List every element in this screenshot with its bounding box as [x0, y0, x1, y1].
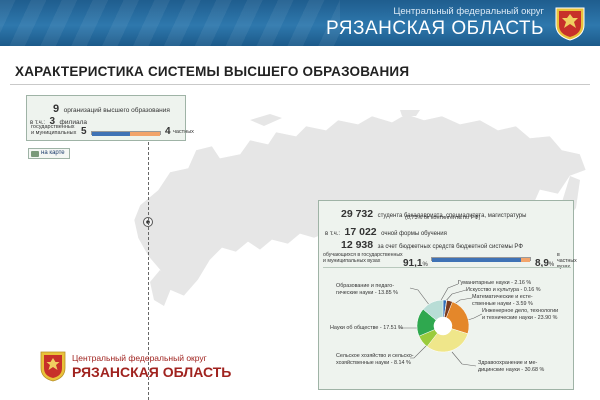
pie-label-social: Науки об обществе - 17.51 %: [330, 325, 403, 331]
students-total: 29 732: [341, 208, 374, 220]
pie-label-education-line1: Образование и педаго-: [336, 283, 395, 289]
pie-label-agriculture: Сельское хозяйство и сельско- хозяйствен…: [336, 353, 414, 366]
page-title: ХАРАКТЕРИСТИКА СИСТЕМЫ ВЫСШЕГО ОБРАЗОВАН…: [15, 64, 410, 79]
map-link-button[interactable]: на карте: [28, 148, 70, 159]
orgs-branches: 3: [49, 116, 56, 127]
orgs-state-fill: [92, 132, 130, 136]
students-fulltime-label: очной формы обучения: [381, 231, 447, 237]
orgs-private-label: частных: [173, 129, 194, 135]
pie-label-education: Образование и педаго- гические науки - 1…: [336, 283, 398, 296]
orgs-total-label: организаций высшего образования: [63, 107, 170, 114]
coat-of-arms-icon: [40, 351, 66, 382]
map-icon: [31, 151, 39, 157]
students-total-label: студента бакалавриата, специалитета, маг…: [377, 213, 527, 219]
coat-of-arms-icon: [555, 7, 585, 41]
footer-district: Центральный федеральный округ: [72, 353, 207, 363]
title-divider: [10, 84, 590, 85]
pie-center: [434, 317, 452, 335]
students-fulltime: 17 022: [344, 226, 377, 238]
students-state-fill: [432, 258, 522, 262]
students-state-label-1: обучающихся в государственных: [323, 252, 403, 258]
connector-line: [148, 142, 149, 400]
students-private-fill: [521, 258, 530, 262]
map-arctic-island-1: [250, 114, 282, 126]
pie-label-humanities: Гуманитарные науки - 2.16 %: [458, 280, 532, 286]
pie-label-math-line2: ственные науки - 3.59 %: [472, 300, 533, 307]
header-region: РЯЗАНСКАЯ ОБЛАСТЬ: [326, 18, 544, 39]
pie-label-arts: Искусство и культура - 0.16 %: [466, 287, 541, 293]
organizations-panel: 9 организаций высшего образования в т.ч.…: [26, 95, 194, 141]
orgs-branches-label: филиала: [59, 119, 87, 126]
students-state-label-2: и муниципальных вузах: [323, 258, 381, 264]
students-panel: 29 732 студента бакалавриата, специалите…: [318, 200, 577, 390]
students-budget: 12 938: [341, 239, 374, 251]
students-private-pct-sign: %: [548, 262, 555, 268]
pie-label-math: Математические и есте- ственные науки - …: [472, 294, 533, 307]
map-link-label: на карте: [41, 150, 65, 156]
map-caucasus: [150, 270, 172, 306]
header-banner: Центральный федеральный округ РЯЗАНСКАЯ …: [0, 0, 600, 46]
pie-label-health: Здравоохранение и ме- дицинские науки - …: [478, 360, 544, 373]
pie-label-agriculture-line1: Сельское хозяйство и сельско-: [336, 353, 414, 359]
orgs-total: 9: [53, 103, 60, 115]
students-fulltime-prefix: в т.ч.:: [325, 231, 341, 237]
orgs-state-label-1: государственных: [31, 124, 75, 130]
students-share-label: (0,73% от контингента по РФ): [405, 215, 481, 221]
footer-region: РЯЗАНСКАЯ ОБЛАСТЬ: [72, 364, 232, 380]
orgs-private-count: 4: [165, 126, 171, 137]
students-private-label-1: в частных: [557, 252, 577, 264]
pie-label-agriculture-line2: хозяйственные науки - 8.14 %: [336, 359, 411, 366]
pie-label-education-line2: гические науки - 13.85 %: [336, 289, 398, 296]
students-state-pct-sign: %: [422, 262, 428, 268]
pie-chart: [416, 299, 470, 353]
orgs-state-label-2: и муниципальных: [31, 130, 77, 136]
pie-label-engineering-line1: Инженерное дело, технологии: [482, 308, 559, 314]
pie-label-engineering-line2: и технические науки - 23.90 %: [482, 314, 558, 321]
pie-label-health-line2: дицинские науки - 30.68 %: [478, 366, 545, 373]
pie-label-math-line1: Математические и есте-: [472, 294, 533, 300]
header-decoration: [0, 0, 340, 46]
students-private-pct: 8,9: [535, 258, 549, 269]
orgs-private-fill: [129, 132, 160, 136]
pie-label-engineering: Инженерное дело, технологии и технически…: [482, 308, 558, 321]
pie-label-health-line1: Здравоохранение и ме-: [478, 360, 538, 366]
students-state-pct: 91,1: [403, 258, 423, 269]
header-district: Центральный федеральный округ: [393, 6, 544, 17]
map-arctic-island-2: [400, 110, 420, 116]
panel-divider: [323, 267, 571, 268]
orgs-branches-prefix: в т.ч.:: [30, 120, 46, 126]
orgs-state-count: 5: [81, 126, 87, 137]
students-budget-label: за счет бюджетных средств бюджетной сист…: [377, 244, 523, 250]
